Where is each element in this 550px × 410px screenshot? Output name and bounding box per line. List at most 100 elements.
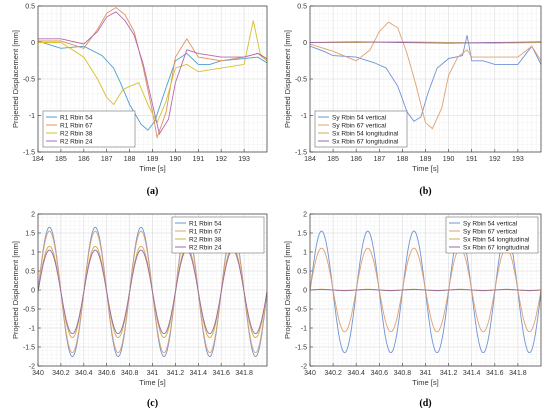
y-tick-label: 0.5 [297, 4, 307, 11]
x-tick-label: 341.2 [440, 370, 458, 377]
x-tick-label: 186 [78, 156, 90, 163]
x-tick-label: 340 [304, 370, 316, 377]
series-line [38, 6, 267, 140]
chart-panel-4: 340 340.2 340.4 340.6 340.8 341 341.2 341.4 341.… [283, 212, 542, 409]
chart-panel-3: 340 340.2 340.4 340.6 340.8 341 341.2 341.4 341.… [11, 212, 268, 409]
legend-box [445, 216, 539, 254]
axes-box [309, 213, 542, 367]
y-tick-label: -1.5 [295, 150, 307, 157]
legend-label: R2 Rbin 38 [60, 130, 93, 137]
x-tick-label: 341.4 [463, 370, 481, 377]
legend-label: R1 Rbin 54 [189, 220, 222, 227]
axes-box [37, 213, 268, 367]
x-tick-label: 189 [420, 156, 432, 163]
legend-label: Sy Rbin 67 vertical [332, 122, 387, 129]
y-tick-label: -1.5 [23, 345, 35, 352]
y-tick-label: -0.5 [23, 77, 35, 84]
y-tick-label: -1 [301, 113, 307, 120]
y-tick-label: 0.5 [25, 269, 35, 276]
y-tick-label: 0 [303, 40, 307, 47]
y-tick-label: 1 [31, 250, 35, 257]
legend-label: R2 Rbin 24 [60, 138, 93, 145]
legend-box [314, 110, 408, 148]
x-tick-label: 340.6 [98, 370, 116, 377]
x-tick-label: 340.8 [121, 370, 139, 377]
x-tick-label: 190 [170, 156, 182, 163]
x-tick-label: 340.8 [394, 370, 412, 377]
x-tick-label: 192 [215, 156, 227, 163]
y-tick-label: 1.5 [297, 231, 307, 238]
x-tick-label: 340 [32, 370, 44, 377]
x-tick-label: 341.8 [509, 370, 527, 377]
legend-label: Sx Rbin 67 longitudinal [463, 244, 530, 251]
y-tick-label: -1.5 [295, 345, 307, 352]
series-line [310, 289, 541, 291]
y-tick-label: -0.5 [295, 77, 307, 84]
y-tick-label: 0 [303, 288, 307, 295]
x-tick-label: 187 [373, 156, 385, 163]
legend-label: R1 Rbin 54 [60, 114, 93, 121]
y-tick-label: 2 [31, 212, 35, 219]
x-axis-label: Time [s] [139, 164, 165, 173]
x-tick-label: 193 [512, 156, 524, 163]
y-tick-label: -1.5 [23, 150, 35, 157]
x-tick-label: 341 [420, 370, 432, 377]
y-axis-label: Projected Displacement [mm] [11, 241, 20, 339]
x-tick-label: 190 [443, 156, 455, 163]
axes-box [37, 5, 268, 153]
x-tick-label: 341.4 [190, 370, 208, 377]
x-tick-label: 341.8 [235, 370, 253, 377]
x-tick-label: 185 [327, 156, 339, 163]
x-tick-label: 341.6 [212, 370, 230, 377]
panel-caption: (d) [419, 398, 431, 409]
x-axis-label: Time [s] [412, 378, 438, 387]
series-line [38, 249, 267, 335]
chart-panel-2: 184 185 186 187 188 189 190 191 192 193 -1.5 -1 -0.5… [283, 4, 542, 197]
x-tick-label: 184 [32, 156, 44, 163]
x-tick-label: 184 [304, 156, 316, 163]
legend-box [42, 110, 136, 148]
x-tick-label: 188 [397, 156, 409, 163]
x-tick-label: 187 [101, 156, 113, 163]
y-tick-label: 0 [31, 40, 35, 47]
legend-label: R1 Rbin 67 [189, 228, 222, 235]
legend-label: Sx Rbin 54 longitudinal [332, 130, 399, 137]
legend-label: R2 Rbin 24 [189, 244, 222, 251]
legend-label: R2 Rbin 38 [189, 236, 222, 243]
legend-label: R1 Rbin 67 [60, 122, 93, 129]
x-tick-label: 188 [124, 156, 136, 163]
x-tick-label: 340.2 [324, 370, 342, 377]
y-axis-label: Projected Displacement [mm] [283, 30, 292, 128]
x-tick-label: 185 [55, 156, 67, 163]
y-tick-label: 2 [303, 212, 307, 219]
y-tick-label: -0.5 [23, 307, 35, 314]
y-tick-label: 0.5 [25, 4, 35, 11]
chart-panel-1: 184 185 186 187 188 189 190 191 192 193 -1.5 -1 -0.5… [11, 4, 268, 197]
y-tick-label: -1 [29, 113, 35, 120]
series-line [310, 41, 541, 44]
x-axis-label: Time [s] [412, 164, 438, 173]
series-line [310, 41, 541, 44]
legend-label: Sx Rbin 54 longitudinal [463, 236, 530, 243]
y-tick-label: 1.5 [25, 231, 35, 238]
x-tick-label: 341.2 [167, 370, 185, 377]
series-line [38, 20, 267, 124]
y-tick-label: -1 [29, 326, 35, 333]
x-tick-label: 340.4 [347, 370, 365, 377]
x-tick-label: 340.6 [371, 370, 389, 377]
x-tick-label: 341.6 [486, 370, 504, 377]
x-tick-label: 193 [238, 156, 250, 163]
x-tick-label: 189 [147, 156, 159, 163]
x-tick-label: 191 [192, 156, 204, 163]
y-tick-label: -2 [29, 364, 35, 371]
y-axis-label: Projected Displacement [mm] [11, 30, 20, 128]
x-axis-label: Time [s] [139, 378, 165, 387]
panel-caption: (c) [147, 398, 158, 409]
x-tick-label: 191 [466, 156, 478, 163]
legend-box [171, 216, 265, 254]
